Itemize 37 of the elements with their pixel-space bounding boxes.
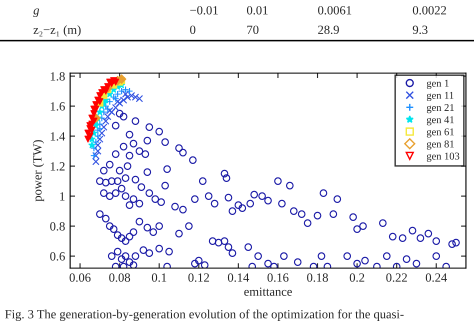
x-tick-label: 0.2 [350,273,364,282]
x-axis-title: emittance [244,287,292,296]
x-tick-label: 0.14 [228,273,250,282]
y-tick-label: 0.8 [50,222,65,231]
legend-label: gen 1 [426,80,449,89]
x-tick-label: 0.1 [152,273,166,282]
text: 0.01 [246,6,268,15]
legend-label: gen 11 [426,92,454,102]
y-axis-title: power (TW) [32,140,44,202]
y-tick-label: 1.8 [50,72,65,81]
caption: Fig. 3 The generation-by-generation evolution of the optimization for the quasi- [5,310,404,321]
text: g [33,8,40,18]
y-tick-label: 1.6 [50,102,65,111]
text: z₂−z₁ (m) [34,25,81,37]
text: 28.9 [318,26,339,34]
legend-label: gen 61 [426,128,454,138]
x-tick-label: 0.08 [109,273,130,282]
x-tick-label: 0.16 [267,273,289,282]
x-tick-label: 0.18 [307,273,328,282]
text: 0.0022 [412,6,446,15]
text: 0 [190,26,196,34]
y-tick-label: 1 [60,192,65,200]
y-tick-label: 1.2 [50,162,65,171]
text: 70 [247,26,259,34]
x-tick-label: 0.06 [70,273,91,282]
x-tick-label: 0.12 [188,273,210,282]
legend-label: gen 21 [426,104,454,114]
text: −0.01 [190,6,218,15]
text: 9.3 [412,26,428,34]
legend-label: gen 81 [426,140,454,150]
text: 0.0061 [318,6,352,15]
x-tick-label: 0.22 [386,273,407,282]
legend-label: gen 103 [426,152,460,162]
legend-label: gen 41 [426,116,454,126]
y-tick-label: 1.4 [50,132,66,141]
x-tick-label: 0.24 [426,273,447,282]
y-tick-label: 0.6 [50,252,65,261]
